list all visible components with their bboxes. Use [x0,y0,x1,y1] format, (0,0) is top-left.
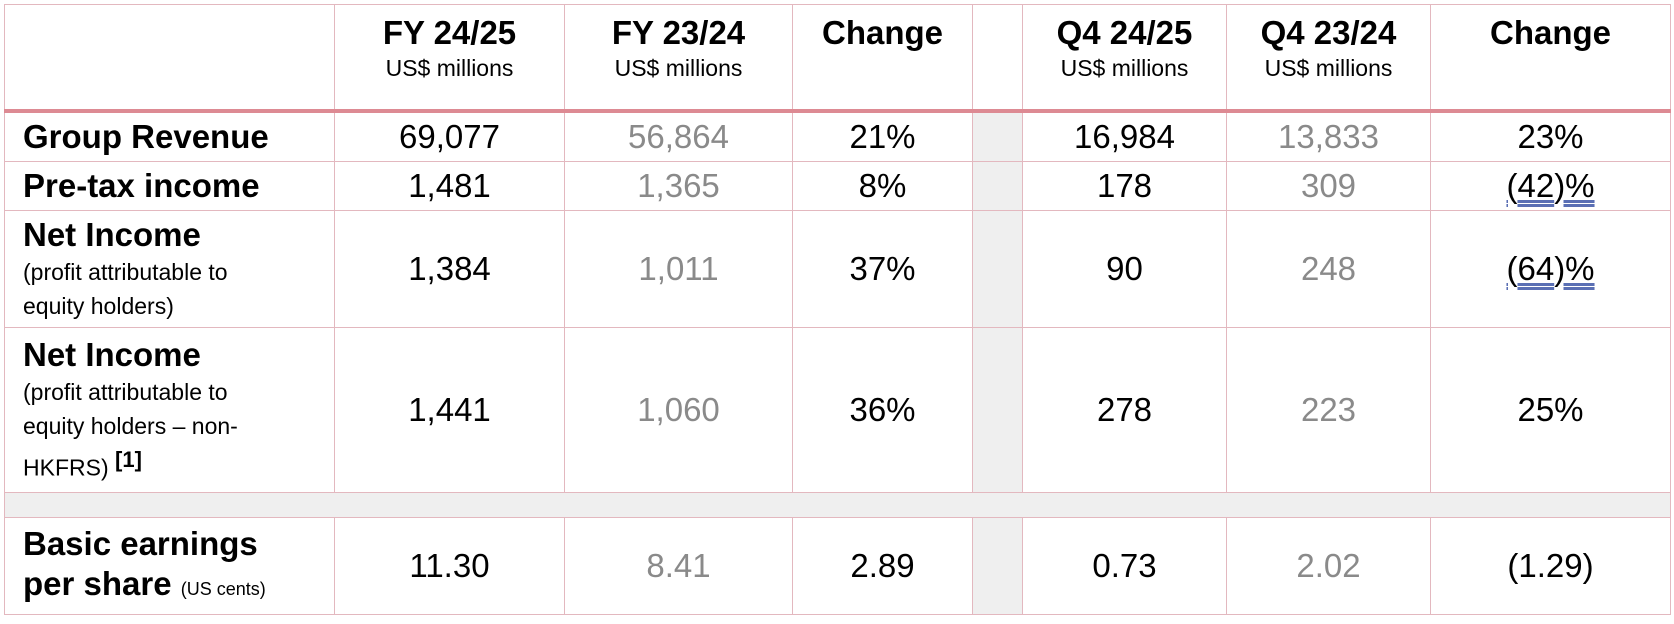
q-change-close: )% [1554,167,1595,204]
row-sublabel: equity holders – non- [23,413,238,440]
fy-current-value: 69,077 [334,110,565,162]
gap-cell [972,110,1023,162]
header-q-change: Change [1430,4,1671,113]
financial-summary-table: FY 24/25 US$ millions FY 23/24 US$ milli… [4,4,1671,615]
q-change-open: ( [1506,250,1518,287]
q-change-open: ( [1506,167,1518,204]
fy-current-value: 1,384 [334,210,565,328]
fy-prior-value: 1,060 [564,327,793,493]
q-change-number: 42 [1517,167,1555,204]
row-label: Group Revenue [23,118,269,155]
q-change-value: 23% [1430,110,1671,162]
footnote-ref: [1] [115,447,142,473]
header-title: Q4 23/24 [1260,14,1397,51]
table-row-net-income-non-hkfrs: Net Income (profit attributable to equit… [4,327,1671,493]
fy-current-value: 11.30 [334,517,565,615]
gap-cell [972,161,1023,211]
table-row-pre-tax-income: Pre-tax income 1,481 1,365 8% 178 309 (4… [4,161,1671,211]
q-prior-value: 309 [1226,161,1431,211]
row-label-cell: Group Revenue [4,110,335,162]
header-blank [4,4,335,113]
row-label-line2: per share (US cents) [23,565,266,602]
row-label-text: per share [23,564,172,602]
q-change-value: (1.29) [1430,517,1671,615]
table-row-group-revenue: Group Revenue 69,077 56,864 21% 16,984 1… [4,110,1671,162]
row-label: Net Income [23,336,201,374]
spacer-row [4,492,1671,518]
fy-prior-value: 8.41 [564,517,793,615]
fy-change-value: 37% [792,210,973,328]
table-row-basic-eps: Basic earnings per share (US cents) 11.3… [4,517,1671,615]
fy-change-value: 8% [792,161,973,211]
table-row-net-income: Net Income (profit attributable to equit… [4,210,1671,328]
q-change-underlined: (64)% [1506,250,1594,287]
header-unit: US$ millions [385,55,514,81]
header-title: Change [821,14,943,51]
q-prior-value: 223 [1226,327,1431,493]
spacer-cell [4,492,1671,518]
fy-current-value: 1,441 [334,327,565,493]
header-fy-prior: FY 23/24 US$ millions [564,4,793,113]
fy-prior-value: 56,864 [564,110,793,162]
q-change-value: 25% [1430,327,1671,493]
row-sublabel-last: HKFRS) [1] [23,443,334,485]
fy-prior-value: 1,365 [564,161,793,211]
header-unit: US$ millions [614,55,743,81]
q-current-value: 16,984 [1022,110,1227,162]
fy-current-value: 1,481 [334,161,565,211]
q-change-underlined: (42)% [1506,167,1594,204]
q-change-value: (64)% [1430,210,1671,328]
header-fy-change: Change [792,4,973,113]
row-sublabel: (profit attributable to [23,379,228,406]
row-label: Net Income [23,216,201,253]
q-change-number: 64 [1517,250,1555,287]
gap-cell [972,327,1023,493]
row-sublabel-text: HKFRS) [23,454,109,481]
gap-cell [972,517,1023,615]
row-label-cell: Net Income (profit attributable to equit… [4,327,335,493]
gap-cell [972,210,1023,328]
header-q-current: Q4 24/25 US$ millions [1022,4,1227,113]
row-sublabel: (profit attributable to [23,259,228,285]
header-gap [972,4,1023,113]
row-label: Basic earnings [23,524,258,562]
fy-change-value: 36% [792,327,973,493]
fy-change-value: 2.89 [792,517,973,615]
row-sublabel: equity holders) [23,293,174,319]
q-change-value: (42)% [1430,161,1671,211]
row-label-cell: Basic earnings per share (US cents) [4,517,335,615]
q-current-value: 90 [1022,210,1227,328]
fy-prior-value: 1,011 [564,210,793,328]
header-title: FY 23/24 [611,14,746,51]
header-title: FY 24/25 [382,14,517,51]
q-prior-value: 2.02 [1226,517,1431,615]
header-fy-current: FY 24/25 US$ millions [334,4,565,113]
row-label-cell: Net Income (profit attributable to equit… [4,210,335,328]
q-current-value: 0.73 [1022,517,1227,615]
q-prior-value: 248 [1226,210,1431,328]
header-unit: US$ millions [1264,55,1393,81]
fy-change-value: 21% [792,110,973,162]
header-title: Q4 24/25 [1056,14,1193,51]
header-title: Change [1489,14,1611,51]
row-label-cell: Pre-tax income [4,161,335,211]
row-label: Pre-tax income [23,167,260,204]
q-prior-value: 13,833 [1226,110,1431,162]
q-change-close: )% [1554,250,1595,287]
row-unit: (US cents) [180,578,266,599]
header-q-prior: Q4 23/24 US$ millions [1226,4,1431,113]
q-current-value: 178 [1022,161,1227,211]
header-row: FY 24/25 US$ millions FY 23/24 US$ milli… [4,4,1671,113]
q-current-value: 278 [1022,327,1227,493]
header-unit: US$ millions [1060,55,1189,81]
